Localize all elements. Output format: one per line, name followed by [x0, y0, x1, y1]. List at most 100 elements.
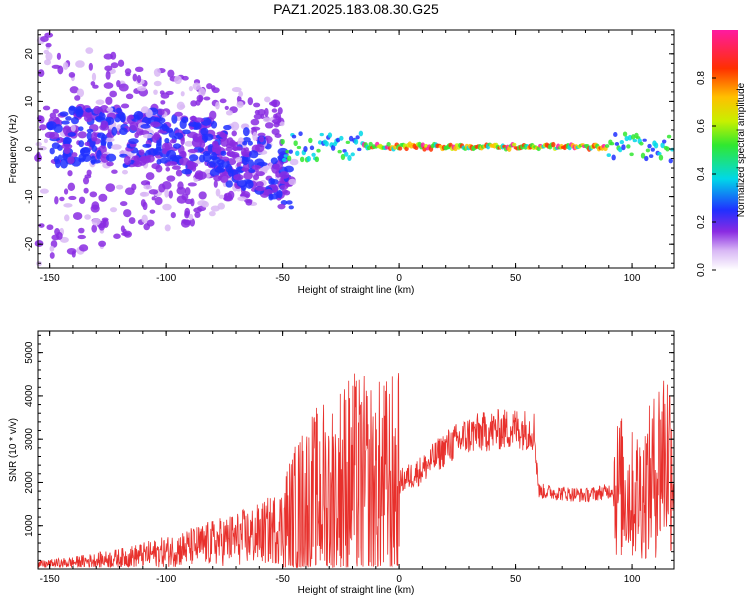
spectrogram-cell — [119, 127, 128, 135]
spectrogram-cell — [173, 132, 184, 140]
x-tick-label: 50 — [510, 574, 522, 585]
spectrogram-cell — [252, 131, 258, 141]
spectrogram-cell — [125, 93, 134, 100]
y-tick-label: -20 — [24, 237, 35, 252]
x-tick-label: 50 — [510, 273, 522, 284]
spectrogram-cell — [330, 144, 336, 151]
spectrogram-cell — [38, 115, 45, 124]
spectrogram-cell — [90, 81, 96, 86]
spectrogram-cell — [216, 165, 224, 170]
x-tick-label: -50 — [275, 574, 290, 585]
spectrogram-cell — [170, 211, 176, 219]
spectrogram-cell — [188, 86, 194, 92]
spectrogram-cell — [91, 72, 97, 82]
spectrogram-cell — [43, 49, 50, 55]
spectrogram-cell — [105, 153, 117, 162]
spectrogram-cell — [136, 74, 142, 84]
spectrogram-cell — [223, 195, 234, 202]
spectrogram-cell — [345, 140, 351, 144]
spectrogram-cell — [164, 137, 170, 144]
spectrogram-cell — [110, 51, 117, 60]
spectrogram-cell — [45, 52, 53, 61]
spectrogram-cell — [199, 154, 206, 163]
spectrogram-cell — [181, 168, 193, 175]
spectrogram-cell — [128, 115, 134, 120]
spectrogram-cell — [184, 187, 191, 196]
spectrogram-cell — [119, 201, 128, 207]
spectrogram-cell — [111, 126, 118, 136]
spectrogram-cell — [223, 124, 232, 131]
x-tick-label: 100 — [624, 273, 641, 284]
spectrogram-cell — [155, 164, 163, 173]
spectrogram-cell — [53, 155, 59, 163]
spectrogram-cell — [255, 186, 266, 192]
spectrogram-cell — [176, 195, 187, 204]
spectrogram-cell — [54, 196, 59, 205]
spectrogram-cell — [279, 171, 290, 179]
spectrogram-y-axis-label: Frequency (Hz) — [8, 115, 19, 184]
spectrogram-cell — [666, 134, 672, 139]
spectrogram-cell — [324, 140, 329, 147]
spectrogram-cell — [140, 124, 151, 129]
spectrogram-cell — [200, 127, 209, 136]
spectrogram-cell — [253, 102, 261, 108]
spectrogram-cell — [105, 96, 113, 105]
spectrogram-cell — [78, 140, 85, 148]
colorbar-tick-label: 0.0 — [696, 263, 707, 277]
spectrogram-cell — [617, 147, 623, 153]
spectrogram-cell — [282, 190, 291, 196]
spectrogram-cell — [291, 134, 297, 139]
spectrogram-cell — [64, 137, 72, 144]
spectrogram-cell — [647, 143, 652, 149]
spectrogram-cell — [288, 149, 293, 154]
spectrogram-cell — [91, 224, 98, 233]
spectrogram-cell — [257, 108, 266, 116]
spectrogram-cell — [159, 157, 170, 164]
colorbar: 0.0 0.2 0.4 0.6 0.8 Normalized spectral ampl… — [696, 30, 747, 277]
spectrogram-cell — [192, 82, 201, 91]
spectrogram-cell — [38, 223, 45, 228]
spectrogram-cell — [129, 121, 139, 131]
spectrogram-cell — [165, 166, 171, 172]
spectrogram-cell — [117, 59, 125, 68]
spectrogram-cell — [270, 157, 278, 165]
spectrogram-cell — [270, 179, 279, 185]
spectrogram-cell — [125, 72, 131, 77]
spectrogram-cell — [141, 214, 148, 224]
spectrogram-cell — [161, 123, 168, 132]
spectrogram-cell — [626, 144, 631, 149]
spectrogram-cell — [202, 152, 212, 163]
spectrogram-cell — [37, 69, 45, 78]
spectrogram-cell — [255, 181, 264, 188]
spectrogram-cell — [340, 153, 346, 161]
spectrogram-cell — [95, 115, 103, 122]
spectrogram-cell — [308, 137, 313, 144]
x-tick-label: -100 — [156, 273, 176, 284]
spectrogram-cell — [179, 119, 187, 130]
spectrogram-cell — [75, 60, 85, 68]
spectrogram-cell — [337, 149, 342, 154]
snr-x-axis-label: Height of straight line (km) — [298, 585, 415, 596]
spectrogram-cell — [84, 214, 91, 220]
y-tick-label: 20 — [24, 48, 35, 60]
y-tick-label: 1000 — [24, 514, 35, 537]
spectrogram-cell — [68, 195, 77, 201]
spectrogram-cell — [146, 219, 155, 227]
spectrogram-cell — [247, 97, 254, 106]
spectrogram-cell — [109, 207, 118, 213]
spectrogram-cell — [42, 105, 51, 111]
spectrogram-cell — [179, 151, 186, 158]
spectrogram-cell — [551, 141, 556, 148]
spectrogram-cell — [187, 148, 199, 153]
spectrogram-cell — [282, 157, 287, 162]
spectrogram-cell — [187, 161, 197, 171]
spectrogram-cell — [153, 68, 161, 77]
spectrogram-cell — [204, 133, 214, 141]
spectrogram-cell — [67, 182, 76, 192]
spectrogram-cell — [90, 155, 96, 165]
spectrogram-cell — [309, 145, 315, 151]
spectrogram-cell — [78, 196, 86, 204]
spectrogram-cell — [160, 92, 170, 99]
spectrogram-cell — [180, 219, 191, 228]
spectrogram-cell — [95, 99, 105, 105]
